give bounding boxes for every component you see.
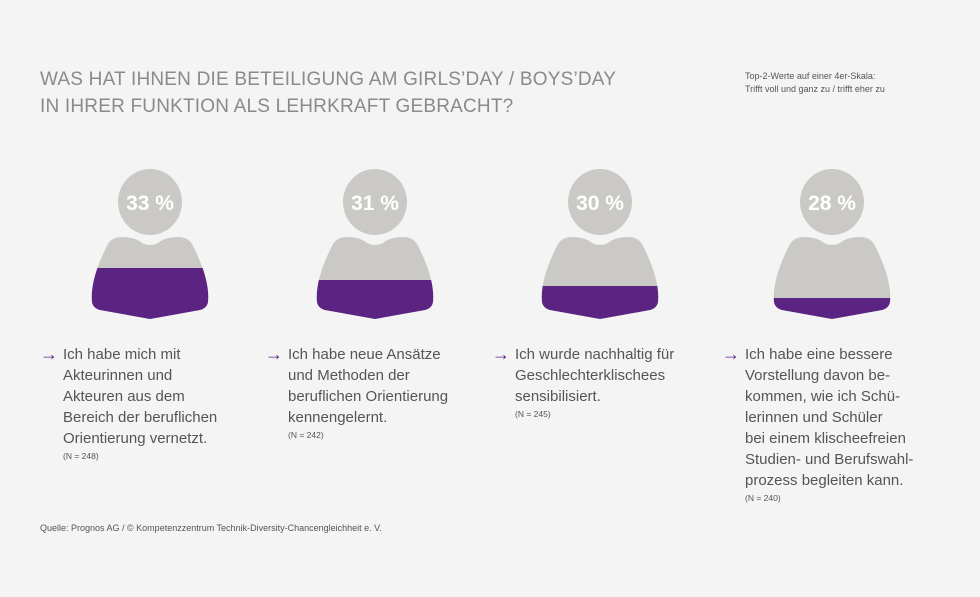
arrow-icon: → — [40, 344, 58, 364]
person-figure: 28 % — [773, 169, 891, 319]
percent-label: 30 % — [576, 192, 624, 215]
figure-head — [118, 169, 182, 235]
figure-head — [343, 169, 407, 235]
statement-3: → Ich wurde nachhaltig für Geschlechterk… — [492, 344, 712, 419]
arrow-icon: → — [492, 344, 510, 364]
person-figure: 31 % — [316, 169, 434, 319]
person-figure: 33 % — [91, 169, 209, 319]
arrow-icon: → — [722, 344, 740, 364]
sample-size: (N = 248) — [63, 451, 99, 461]
figure-fill-bar — [541, 286, 659, 319]
scale-note-line-2: Trifft voll und ganz zu / trifft eher zu — [745, 84, 885, 94]
chart-title: WAS HAT IHNEN DIE BETEILIGUNG AM GIRLS’D… — [40, 66, 616, 120]
source-note: Quelle: Prognos AG / © Kompetenzzentrum … — [40, 523, 382, 533]
percent-label: 33 % — [126, 192, 174, 215]
statement-4: → Ich habe eine bessere Vorstellung davo… — [722, 344, 942, 503]
figure-fill-bar — [773, 298, 891, 319]
statement-text: Ich wurde nachhaltig für Geschlechterkli… — [515, 346, 675, 405]
statement-text: Ich habe mich mit Akteurinnen und Akteur… — [63, 346, 218, 447]
percent-label: 31 % — [351, 192, 399, 215]
sample-size: (N = 245) — [515, 409, 551, 419]
statement-2: → Ich habe neue Ansätze und Methoden der… — [265, 344, 485, 440]
percent-label: 28 % — [808, 192, 856, 215]
scale-note: Top-2-Werte auf einer 4er-Skala: Trifft … — [745, 70, 885, 96]
statement-text: Ich habe neue Ansätze und Methoden der b… — [288, 346, 449, 426]
sample-size: (N = 240) — [745, 493, 781, 503]
scale-note-line-1: Top-2-Werte auf einer 4er-Skala: — [745, 71, 876, 81]
arrow-icon: → — [265, 344, 283, 364]
figure-head — [568, 169, 632, 235]
statement-1: → Ich habe mich mit Akteurinnen und Akte… — [40, 344, 260, 461]
figure-fill-bar — [316, 280, 434, 319]
title-line-1: WAS HAT IHNEN DIE BETEILIGUNG AM GIRLS’D… — [40, 69, 617, 90]
figure-head — [800, 169, 864, 235]
sample-size: (N = 242) — [288, 430, 324, 440]
figure-fill-bar — [91, 268, 209, 319]
title-line-2: IN IHRER FUNKTION ALS LEHRKRAFT GEBRACHT… — [40, 96, 514, 117]
statement-text: Ich habe eine bessere Vorstellung davon … — [745, 346, 914, 489]
person-figure: 30 % — [541, 169, 659, 319]
